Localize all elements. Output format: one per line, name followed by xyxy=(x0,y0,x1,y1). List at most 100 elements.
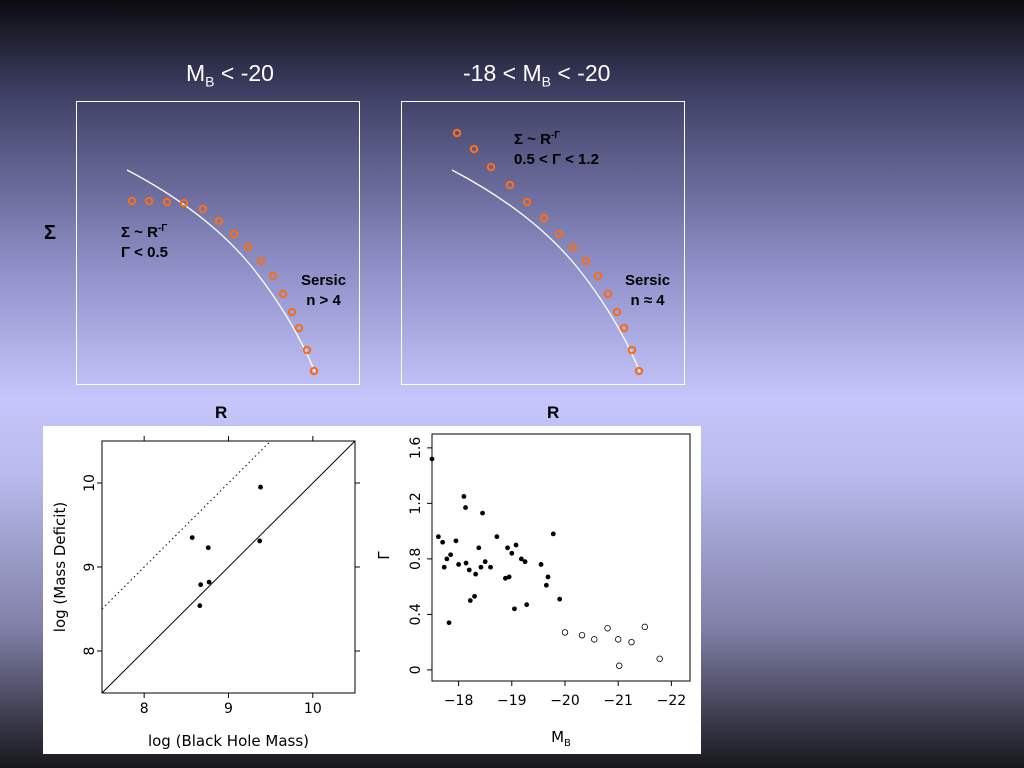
open-data-point xyxy=(561,629,569,636)
filled-data-point xyxy=(435,534,441,540)
data-point xyxy=(206,579,212,585)
filled-data-point xyxy=(446,620,452,626)
mass-deficit-chart: 8 9 10 8 9 10 log (Black Hole Mass) log (Mass D… xyxy=(43,426,367,754)
r-axis-label: R xyxy=(547,403,560,422)
profile-point xyxy=(144,196,154,206)
data-point xyxy=(205,545,211,551)
profile-point xyxy=(627,345,637,355)
profile-point xyxy=(229,229,239,239)
profile-point xyxy=(603,289,613,299)
profile-points xyxy=(452,128,644,376)
filled-data-point xyxy=(505,545,510,551)
gamma-vs-mb-chart: −18 −19 −20 −21 −22 0 0.4 0.8 1.2 1.6 MB Γ xyxy=(367,426,701,754)
profile-point xyxy=(179,198,189,208)
filled-data-point xyxy=(440,539,446,545)
sersic-curve xyxy=(126,169,316,373)
y-axis-label: log (Mass Deficit) xyxy=(51,502,69,632)
gamma-vs-mb-plot: −18 −19 −20 −21 −22 0 0.4 0.8 1.2 1.6 MB Γ xyxy=(375,433,691,749)
open-data-point xyxy=(591,636,598,643)
filled-data-point xyxy=(488,564,493,570)
mass-deficit-plot: 8 9 10 8 9 10 log (Black Hole Mass) log (Mass D… xyxy=(51,436,360,750)
filled-data-point xyxy=(444,556,450,562)
y-tick-label: 1.6 xyxy=(408,437,424,459)
profile-point xyxy=(278,289,288,299)
filled-data-point xyxy=(466,567,472,573)
filled-data-point xyxy=(478,564,484,570)
profile-point xyxy=(214,216,224,226)
filled-data-point xyxy=(503,575,508,581)
x-tick-label: −21 xyxy=(603,693,633,709)
data-point xyxy=(189,535,195,540)
y-tick-label: 9 xyxy=(82,563,98,572)
filled-data-point xyxy=(472,593,477,599)
x-axis-label: MB xyxy=(551,728,571,749)
profile-point xyxy=(619,323,629,333)
solid-reference-line xyxy=(101,440,356,694)
data-point xyxy=(258,484,263,490)
open-data-point xyxy=(656,655,663,662)
filled-data-point xyxy=(512,606,517,612)
profile-point xyxy=(452,128,462,138)
profile-point xyxy=(522,197,532,207)
profile-point xyxy=(302,345,312,355)
filled-data-point xyxy=(467,598,473,603)
panel-title-faint: -18 < MB < -20 xyxy=(463,60,611,90)
data-point xyxy=(257,538,263,544)
profile-point xyxy=(568,242,578,252)
y-axis-label: Γ xyxy=(375,551,393,560)
filled-data-point xyxy=(463,560,469,566)
sersic-curve xyxy=(451,169,641,373)
filled-data-point xyxy=(513,542,519,548)
profile-point xyxy=(309,366,319,376)
filled-data-point xyxy=(550,531,556,537)
panel-title-bright: MB < -20 xyxy=(186,60,274,90)
open-data-point xyxy=(616,662,623,669)
profile-point xyxy=(162,197,172,207)
profile-point xyxy=(198,204,208,214)
profile-point xyxy=(243,242,253,252)
r-axis-label: R xyxy=(215,403,228,422)
profile-point xyxy=(486,162,496,172)
filled-data-point xyxy=(522,559,528,565)
profile-points xyxy=(127,196,319,376)
y-tick-label: 8 xyxy=(82,647,98,656)
filled-data-point xyxy=(506,574,512,580)
data-point xyxy=(198,582,204,588)
filled-data-point xyxy=(482,559,488,565)
filled-data-point xyxy=(463,505,468,510)
filled-data-point xyxy=(473,571,479,577)
profile-point xyxy=(127,196,137,206)
filled-data-point xyxy=(456,562,461,567)
profile-point xyxy=(612,307,622,317)
filled-data-point xyxy=(538,562,544,567)
filled-data-point xyxy=(448,552,454,558)
x-tick-label: 10 xyxy=(304,701,322,717)
x-tick-label: −19 xyxy=(497,693,527,709)
filled-data-point xyxy=(476,545,482,551)
profile-plot-bright xyxy=(126,169,319,376)
sersic-label: Sersic n > 4 xyxy=(301,272,347,309)
sigma-axis-label: Σ xyxy=(44,222,57,244)
profile-plot-faint xyxy=(451,128,644,376)
y-tick-label: 0.4 xyxy=(408,603,424,625)
x-axis-label-sub: B xyxy=(564,738,571,749)
open-data-point xyxy=(578,632,586,639)
filled-data-point xyxy=(509,550,515,556)
profile-point xyxy=(539,213,549,223)
y-tick-label: 10 xyxy=(82,474,98,492)
filled-data-point xyxy=(429,456,435,462)
filled-data-point xyxy=(494,534,500,540)
y-tick-label: 0.8 xyxy=(408,548,424,570)
profile-point xyxy=(268,271,278,281)
data-point xyxy=(197,603,203,609)
profile-point xyxy=(634,366,644,376)
plot-frame xyxy=(431,433,691,682)
powerlaw-label: Σ ~ R-Γ Γ < 0.5 xyxy=(121,223,168,261)
sersic-label: Sersic n ≈ 4 xyxy=(625,272,671,309)
open-data-point xyxy=(628,638,635,646)
filled-data-point xyxy=(441,564,447,570)
x-tick-label: −22 xyxy=(657,693,687,709)
filled-data-point xyxy=(461,494,467,499)
filled-data-point xyxy=(545,574,551,580)
profile-point xyxy=(287,307,297,317)
